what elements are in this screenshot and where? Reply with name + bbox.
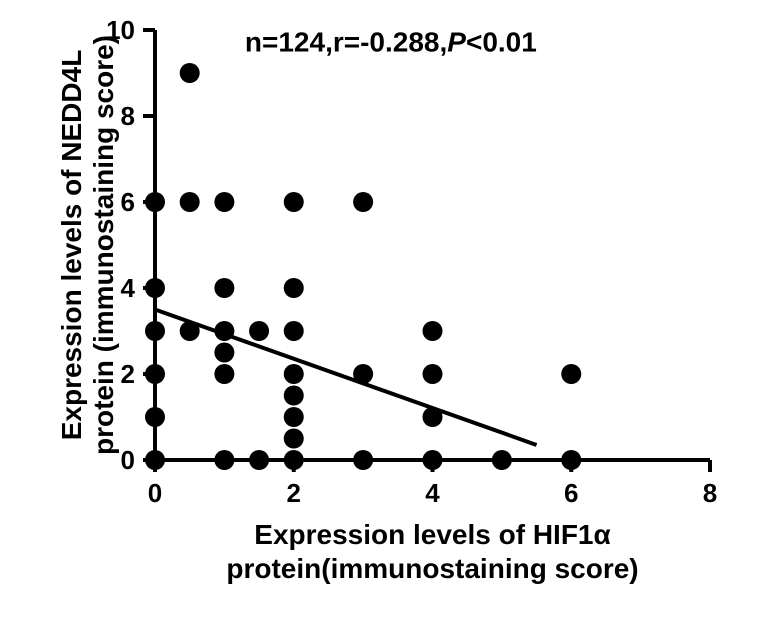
y-tick-label: 4 bbox=[121, 273, 136, 303]
data-point bbox=[284, 429, 304, 449]
data-point bbox=[249, 321, 269, 341]
data-point bbox=[145, 450, 165, 470]
data-point bbox=[353, 364, 373, 384]
data-point bbox=[561, 364, 581, 384]
data-point bbox=[180, 192, 200, 212]
x-tick-label: 4 bbox=[425, 478, 440, 508]
chart-svg: 024680246810n=124,r=-0.288,P<0.01Express… bbox=[0, 0, 774, 623]
x-axis-title: Expression levels of HIF1α bbox=[254, 519, 610, 550]
y-axis-title: protein (immunostaining score) bbox=[88, 35, 119, 455]
data-point bbox=[145, 407, 165, 427]
data-point bbox=[214, 192, 234, 212]
x-axis-title: protein(immunostaining score) bbox=[226, 553, 638, 584]
y-tick-label: 8 bbox=[121, 101, 135, 131]
x-tick-label: 0 bbox=[148, 478, 162, 508]
data-point bbox=[284, 386, 304, 406]
y-axis-title: Expression levels of NEDD4L bbox=[56, 50, 87, 441]
data-point bbox=[145, 192, 165, 212]
stats-annotation: n=124,r=-0.288,P<0.01 bbox=[245, 27, 537, 58]
data-point bbox=[423, 450, 443, 470]
data-point bbox=[284, 192, 304, 212]
data-point bbox=[214, 321, 234, 341]
data-point bbox=[145, 364, 165, 384]
regression-line bbox=[155, 310, 537, 445]
data-point bbox=[423, 407, 443, 427]
y-tick-label: 0 bbox=[121, 445, 135, 475]
data-point bbox=[214, 278, 234, 298]
data-point bbox=[249, 450, 269, 470]
data-point bbox=[561, 450, 581, 470]
data-point bbox=[284, 407, 304, 427]
x-tick-label: 8 bbox=[703, 478, 717, 508]
x-tick-label: 2 bbox=[287, 478, 301, 508]
data-point bbox=[353, 450, 373, 470]
data-point bbox=[214, 364, 234, 384]
data-point bbox=[492, 450, 512, 470]
data-point bbox=[145, 278, 165, 298]
data-point bbox=[214, 450, 234, 470]
data-point bbox=[423, 364, 443, 384]
data-point bbox=[145, 321, 165, 341]
x-tick-label: 6 bbox=[564, 478, 578, 508]
data-point bbox=[353, 192, 373, 212]
data-point bbox=[284, 364, 304, 384]
data-point bbox=[284, 278, 304, 298]
data-point bbox=[180, 321, 200, 341]
y-tick-label: 6 bbox=[121, 187, 135, 217]
y-tick-label: 2 bbox=[121, 359, 135, 389]
data-point bbox=[214, 343, 234, 363]
data-point bbox=[284, 321, 304, 341]
data-point bbox=[284, 450, 304, 470]
scatter-chart: { "chart": { "type": "scatter", "width":… bbox=[0, 0, 774, 623]
data-point bbox=[423, 321, 443, 341]
data-point bbox=[180, 63, 200, 83]
